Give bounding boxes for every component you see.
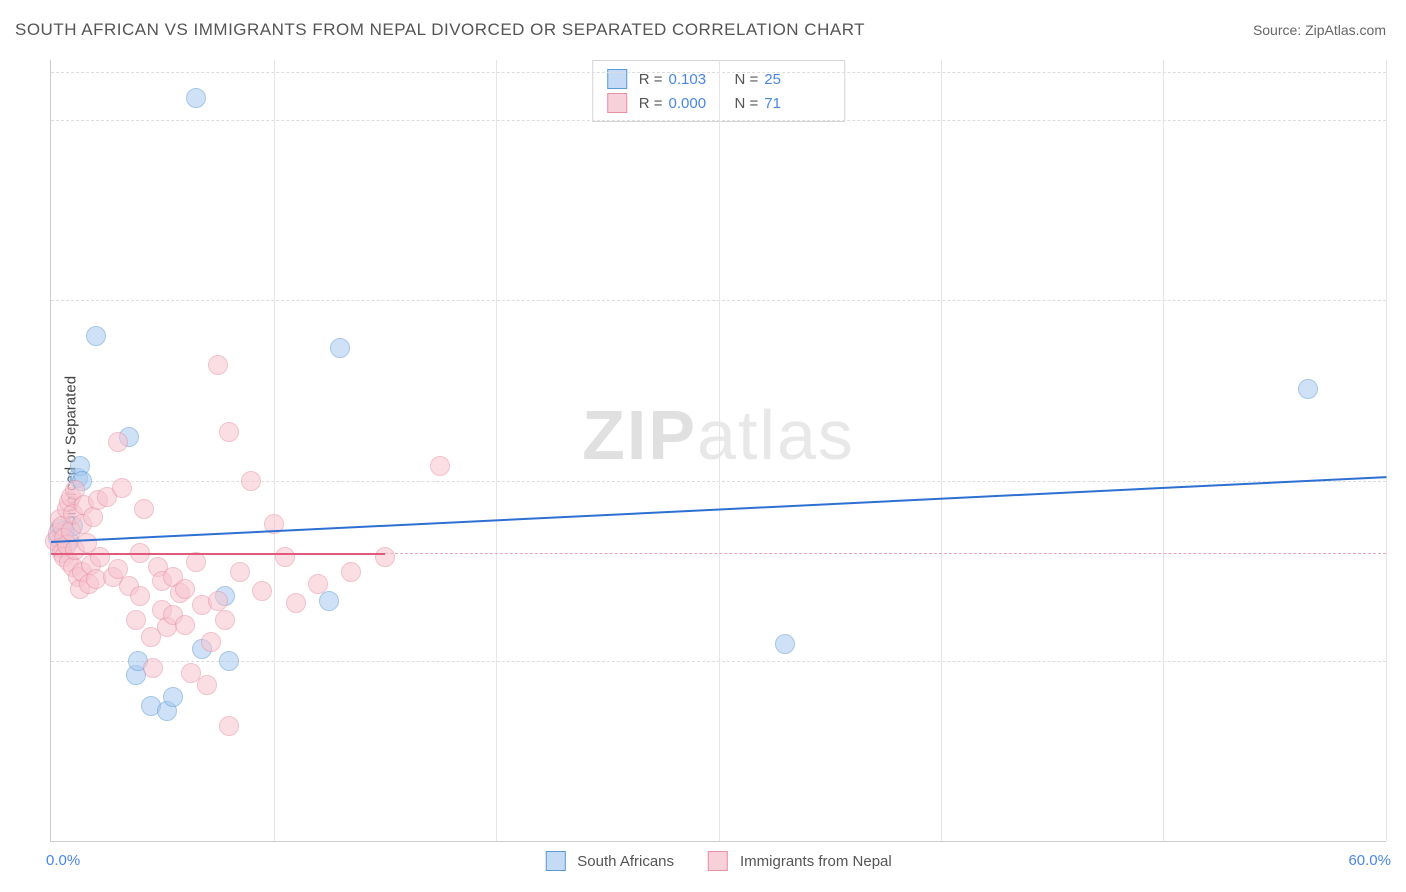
trend-dash-pink	[385, 553, 1386, 554]
gridline-v	[496, 60, 497, 841]
data-point	[143, 658, 163, 678]
data-point	[90, 547, 110, 567]
data-point	[175, 579, 195, 599]
data-point	[241, 471, 261, 491]
data-point	[219, 422, 239, 442]
data-point	[319, 591, 339, 611]
data-point	[130, 586, 150, 606]
x-tick-label: 60.0%	[1348, 852, 1391, 869]
x-tick-label: 0.0%	[46, 852, 80, 869]
data-point	[108, 432, 128, 452]
data-point	[252, 581, 272, 601]
gridline-v	[941, 60, 942, 841]
data-point	[134, 499, 154, 519]
data-point	[201, 632, 221, 652]
gridline-v	[274, 60, 275, 841]
data-point	[163, 687, 183, 707]
legend-label: Immigrants from Nepal	[740, 853, 892, 870]
data-point	[341, 562, 361, 582]
bottom-legend: South Africans Immigrants from Nepal	[545, 851, 891, 871]
y-tick-label: 15.0%	[1391, 472, 1406, 489]
y-tick-label: 7.5%	[1391, 652, 1406, 669]
gridline-v	[719, 60, 720, 841]
source-link[interactable]: ZipAtlas.com	[1305, 22, 1386, 38]
swatch-blue	[545, 851, 565, 871]
data-point	[186, 552, 206, 572]
data-point	[775, 634, 795, 654]
y-tick-label: 30.0%	[1391, 112, 1406, 129]
data-point	[286, 593, 306, 613]
data-point	[208, 591, 228, 611]
data-point	[275, 547, 295, 567]
data-point	[86, 326, 106, 346]
chart-title: SOUTH AFRICAN VS IMMIGRANTS FROM NEPAL D…	[15, 20, 865, 40]
swatch-pink	[607, 93, 627, 113]
y-tick-label: 22.5%	[1391, 292, 1406, 309]
chart-container: SOUTH AFRICAN VS IMMIGRANTS FROM NEPAL D…	[0, 0, 1406, 892]
data-point	[126, 610, 146, 630]
data-point	[112, 478, 132, 498]
data-point	[175, 615, 195, 635]
data-point	[330, 338, 350, 358]
source-label: Source: ZipAtlas.com	[1253, 22, 1386, 38]
data-point	[215, 610, 235, 630]
trend-line-pink	[51, 553, 385, 555]
legend-label: South Africans	[577, 853, 674, 870]
data-point	[375, 547, 395, 567]
data-point	[308, 574, 328, 594]
gridline-v	[1386, 60, 1387, 841]
data-point	[86, 569, 106, 589]
data-point	[430, 456, 450, 476]
data-point	[1298, 379, 1318, 399]
data-point	[186, 88, 206, 108]
data-point	[197, 675, 217, 695]
gridline-v	[1163, 60, 1164, 841]
plot-area: Divorced or Separated ZIPatlas R = 0.103…	[50, 60, 1386, 842]
data-point	[83, 507, 103, 527]
data-point	[208, 355, 228, 375]
data-point	[219, 716, 239, 736]
data-point	[230, 562, 250, 582]
swatch-pink	[708, 851, 728, 871]
data-point	[219, 651, 239, 671]
